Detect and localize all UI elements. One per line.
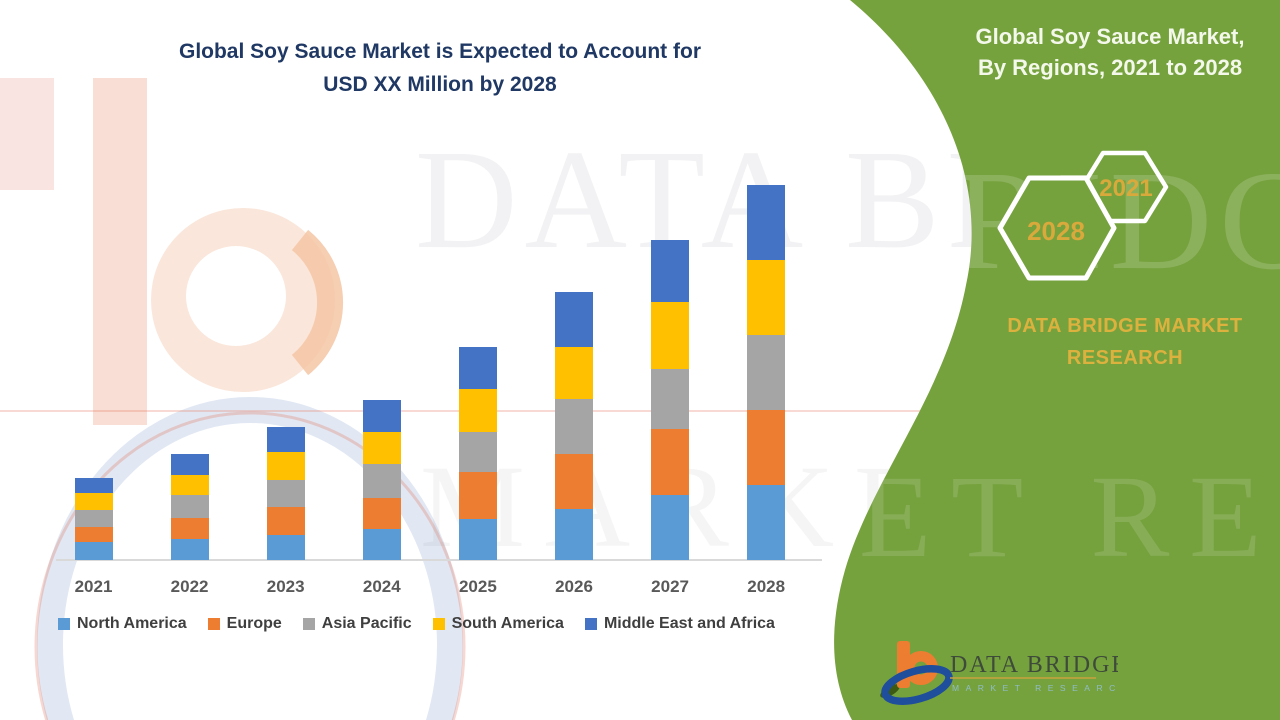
bar-segment-asia-pacific	[170, 495, 209, 518]
bar-segment-south-america	[170, 475, 209, 495]
logo-subtitle: MARKET RESEARCH	[952, 683, 1118, 693]
green-panel-shape	[834, 0, 1280, 720]
x-axis-label: 2021	[74, 577, 113, 596]
chart-title-line2: USD XX Million by 2028	[323, 72, 557, 96]
x-axis-label: 2023	[266, 577, 305, 596]
legend-swatch-icon	[584, 618, 597, 630]
bar-segment-asia-pacific	[458, 432, 497, 472]
legend-label: Middle East and Africa	[603, 615, 775, 632]
legend-label: Asia Pacific	[321, 615, 412, 632]
legend-swatch-icon	[302, 618, 315, 630]
data-bridge-logo: DATA BRIDGE MARKET RESEARCH	[880, 641, 1118, 705]
x-axis-label: 2022	[170, 577, 209, 596]
bar-segment-europe	[747, 410, 786, 485]
bar-segment-middle-east-and-africa	[170, 454, 209, 475]
legend-label: North America	[77, 615, 187, 632]
bar-segment-south-america	[747, 260, 786, 335]
bar-segment-asia-pacific	[555, 399, 593, 454]
bar-segment-europe	[74, 527, 113, 542]
bar-segment-europe	[651, 429, 690, 495]
bar-segment-europe	[266, 507, 305, 535]
bar-segment-south-america	[74, 493, 113, 510]
panel-title-line1: Global Soy Sauce Market,	[975, 24, 1245, 49]
watermark-text-market-research-on-green: MARKET RESEARCH	[425, 451, 1280, 582]
bar-segment-asia-pacific	[362, 464, 401, 498]
bar-segment-asia-pacific	[74, 510, 113, 527]
bar-segment-north-america	[74, 542, 113, 560]
hexagon-2021-label: 2021	[1099, 175, 1152, 202]
watermark-corner-shape	[0, 78, 54, 190]
chart-title: Global Soy Sauce Market is Expected to A…	[120, 36, 760, 101]
logo-name: DATA BRIDGE	[950, 652, 1118, 678]
x-axis-label: 2028	[747, 577, 786, 596]
bar-segment-south-america	[362, 432, 401, 464]
logo-swoosh-icon	[881, 665, 953, 705]
bar-segment-north-america	[266, 535, 305, 560]
legend-item-south-america: South America	[432, 615, 564, 633]
x-axis-label: 2024	[362, 577, 401, 596]
bar-segment-north-america	[362, 529, 401, 560]
panel-title: Global Soy Sauce Market, By Regions, 202…	[950, 22, 1270, 84]
x-axis-label: 2025	[458, 577, 497, 596]
bar-segment-south-america	[651, 302, 690, 369]
x-axis-line	[56, 559, 822, 561]
bar-segment-middle-east-and-africa	[747, 185, 786, 260]
legend-item-asia-pacific: Asia Pacific	[302, 615, 412, 633]
bar-segment-middle-east-and-africa	[651, 240, 690, 302]
x-axis-label: 2027	[651, 577, 689, 596]
x-axis-label: 2026	[555, 577, 593, 596]
bar-segment-south-america	[266, 452, 305, 480]
legend-item-middle-east-and-africa: Middle East and Africa	[584, 615, 775, 633]
bar-segment-north-america	[170, 539, 209, 560]
legend-label: Europe	[226, 615, 282, 632]
chart-title-line1: Global Soy Sauce Market is Expected to A…	[178, 40, 702, 63]
bar-segment-middle-east-and-africa	[458, 347, 497, 389]
bar-segment-middle-east-and-africa	[266, 427, 305, 452]
bar-segment-north-america	[747, 485, 786, 560]
bar-segment-europe	[170, 518, 209, 539]
bar-segment-south-america	[458, 389, 497, 432]
bar-segment-south-america	[555, 347, 593, 399]
legend-item-europe: Europe	[207, 615, 282, 633]
hexagon-2028	[997, 175, 1117, 281]
legend-label: South America	[451, 615, 564, 632]
chart-legend: North America Europe Asia Pacific South Ame…	[58, 615, 775, 633]
legend-item-north-america: North America	[58, 615, 187, 633]
brand-text-line2: RESEARCH	[1066, 347, 1184, 369]
legend-swatch-icon	[207, 618, 220, 630]
legend-swatch-icon	[58, 618, 70, 630]
bar-segment-middle-east-and-africa	[362, 400, 401, 432]
bar-segment-europe	[458, 472, 497, 519]
bar-segment-asia-pacific	[266, 480, 305, 507]
brand-text-line1: DATA BRIDGE MARKET	[1007, 315, 1243, 337]
bar-segment-north-america	[651, 495, 690, 560]
legend-swatch-icon	[432, 618, 445, 630]
panel-title-line2: By Regions, 2021 to 2028	[977, 54, 1243, 80]
hexagon-2028-label: 2028	[1027, 216, 1085, 246]
bar-segment-north-america	[555, 509, 593, 560]
bar-segment-middle-east-and-africa	[74, 478, 113, 493]
bar-segment-asia-pacific	[747, 335, 786, 410]
bar-segment-europe	[555, 454, 593, 509]
bar-segment-middle-east-and-africa	[555, 292, 593, 347]
bar-segment-europe	[362, 498, 401, 529]
bar-segment-north-america	[458, 519, 497, 560]
brand-text: DATA BRIDGE MARKET RESEARCH	[960, 310, 1280, 374]
bar-segment-asia-pacific	[651, 369, 690, 429]
